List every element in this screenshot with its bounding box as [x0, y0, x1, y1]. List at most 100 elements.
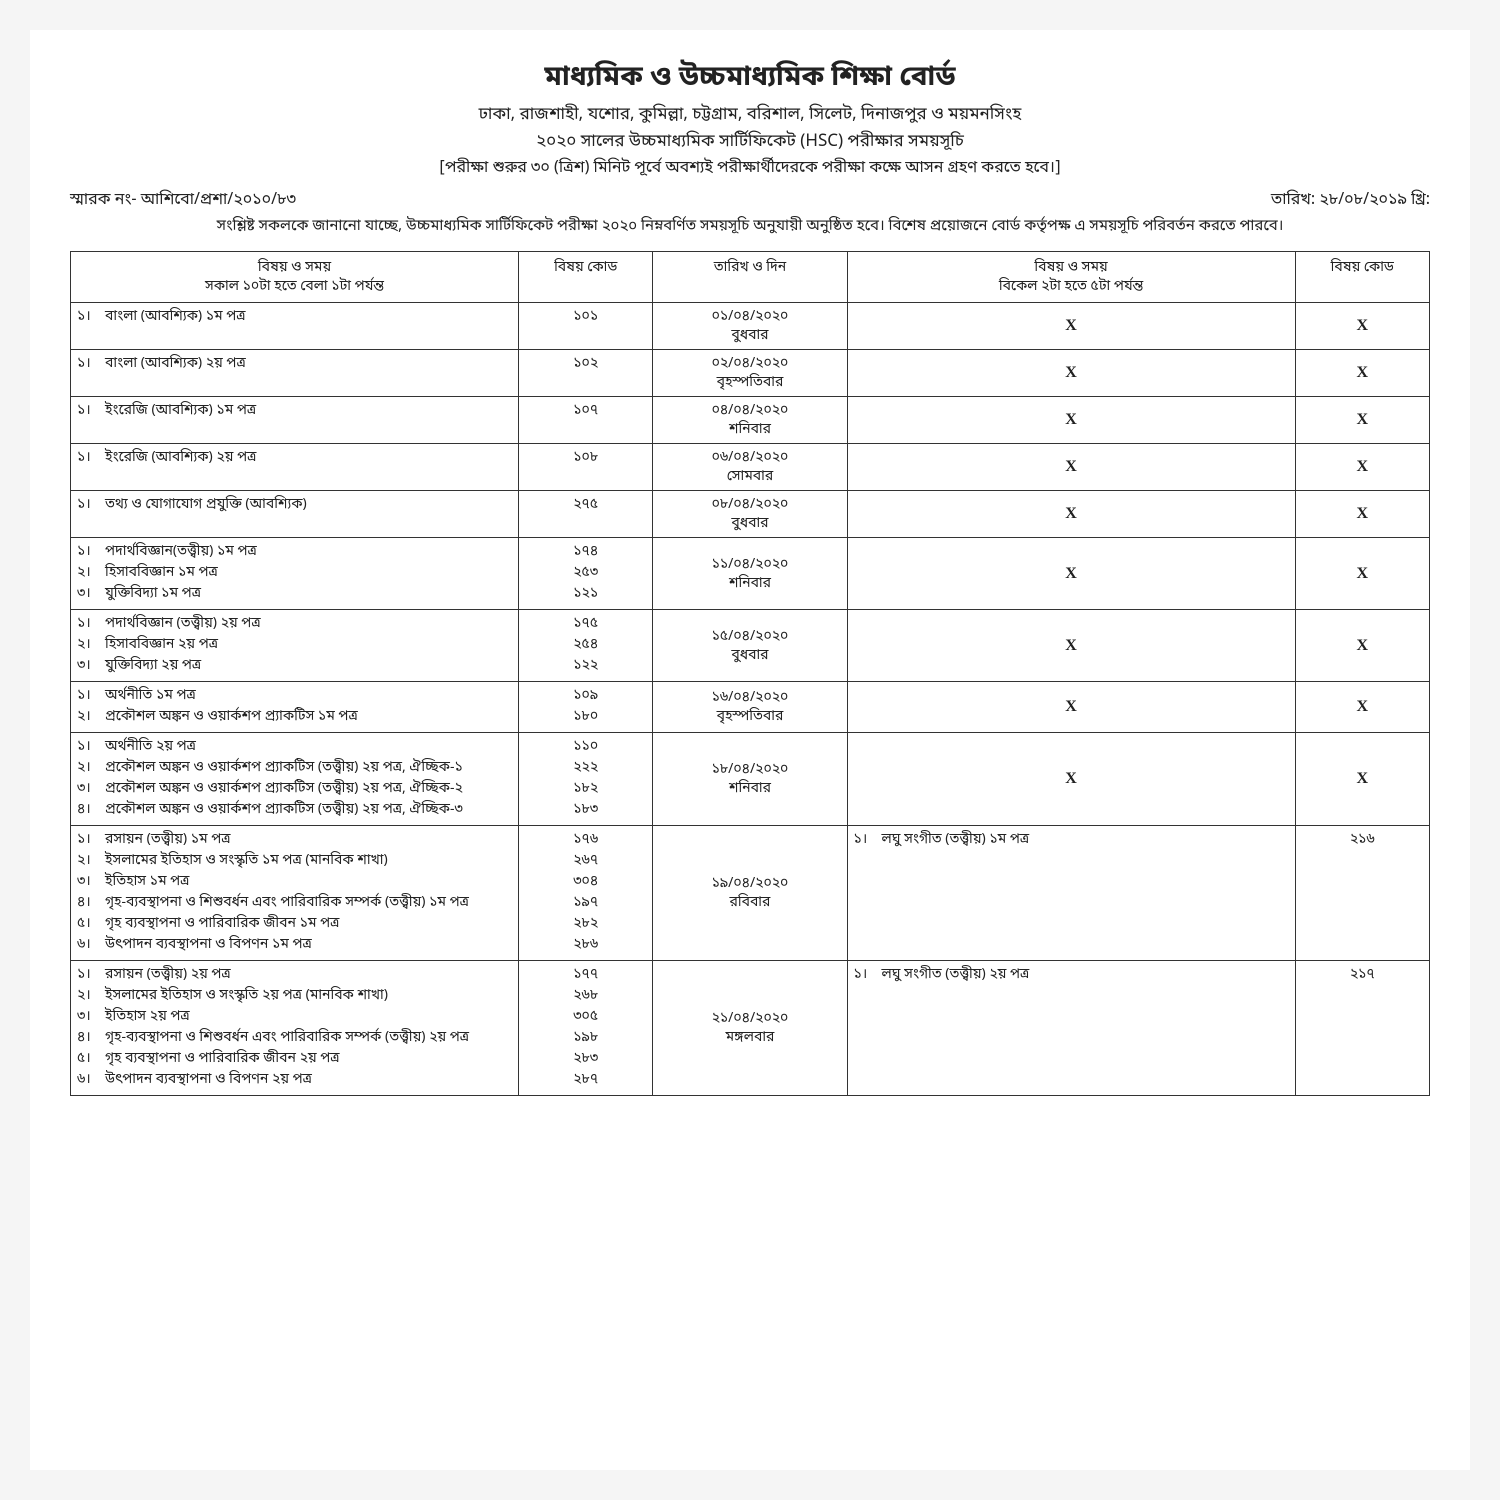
subject-item: ৫।গৃহ ব্যবস্থাপনা ও পারিবারিক জীবন ২য় প…: [77, 1049, 512, 1068]
subject-code: ১৮৩: [525, 800, 646, 819]
subject-item: ৫।গৃহ ব্যবস্থাপনা ও পারিবারিক জীবন ১ম পত…: [77, 914, 512, 933]
code-cell: ২৭৫: [519, 491, 653, 538]
afternoon-cell: X: [847, 350, 1295, 397]
serial: ১।: [77, 448, 105, 467]
subject-code: ১১০: [525, 737, 646, 756]
subject-name: প্রকৌশল অঙ্কন ও ওয়ার্কশপ প্র্যাকটিস (তত…: [105, 800, 463, 819]
subject-item: ৩।যুক্তিবিদ্যা ১ম পত্র: [77, 584, 512, 603]
serial: ১।: [77, 614, 105, 633]
serial: ৬।: [77, 935, 105, 954]
table-row: ১।পদার্থবিজ্ঞান(তত্ত্বীয়) ১ম পত্র২।হিসা…: [71, 538, 1430, 610]
schedule-table: বিষয় ও সময় সকাল ১০টা হতে বেলা ১টা পর্য…: [70, 251, 1430, 1096]
subject-item: ১।লঘু সংগীত (তত্ত্বীয়) ২য় পত্র: [854, 965, 1289, 984]
meta-row: স্মারক নং- আশিবো/প্রশা/২০১০/৮৩ তারিখ: ২৮…: [70, 189, 1430, 211]
subject-name: উৎপাদন ব্যবস্থাপনা ও বিপণন ১ম পত্র: [105, 935, 312, 954]
subject-name: গৃহ-ব্যবস্থাপনা ও শিশুবর্ধন এবং পারিবারি…: [105, 1028, 469, 1047]
subject-name: পদার্থবিজ্ঞান (তত্ত্বীয়) ২য় পত্র: [105, 614, 261, 633]
serial: ৪।: [77, 893, 105, 912]
subject-name: হিসাববিজ্ঞান ২য় পত্র: [105, 635, 218, 654]
table-row: ১।পদার্থবিজ্ঞান (তত্ত্বীয়) ২য় পত্র২।হি…: [71, 610, 1430, 682]
serial: ২।: [77, 635, 105, 654]
subject-item: ৪।গৃহ-ব্যবস্থাপনা ও শিশুবর্ধন এবং পারিবা…: [77, 893, 512, 912]
subject-code: ১৭৪: [525, 542, 646, 561]
subject-name: ইসলামের ইতিহাস ও সংস্কৃতি ১ম পত্র (মানবি…: [105, 851, 388, 870]
afternoon-cell: X: [847, 538, 1295, 610]
date-cell: ০৪/০৪/২০২০ শনিবার: [653, 397, 847, 444]
afternoon-cell: ১।লঘু সংগীত (তত্ত্বীয়) ২য় পত্র: [847, 961, 1295, 1096]
date-cell: ০৮/০৪/২০২০ বুধবার: [653, 491, 847, 538]
subject-item: ৩।ইতিহাস ২য় পত্র: [77, 1007, 512, 1026]
subject-item: ২।প্রকৌশল অঙ্কন ও ওয়ার্কশপ প্র্যাকটিস (…: [77, 758, 512, 777]
date-cell: ১৯/০৪/২০২০ রবিবার: [653, 826, 847, 961]
serial: ৫।: [77, 914, 105, 933]
serial: ৩।: [77, 584, 105, 603]
code-cell: ১০৯১৮০: [519, 682, 653, 733]
subject-code: ২২২: [525, 758, 646, 777]
subject-item: ১।তথ্য ও যোগাযোগ প্রযুক্তি (আবশ্যিক): [77, 495, 512, 514]
subject-code: ১২১: [525, 584, 646, 603]
subject-name: ইংরেজি (আবশ্যিক) ১ম পত্র: [105, 401, 256, 420]
issue-date: তারিখ: ২৮/০৮/২০১৯ খ্রি:: [1271, 189, 1430, 211]
serial: ২।: [77, 758, 105, 777]
table-row: ১।তথ্য ও যোগাযোগ প্রযুক্তি (আবশ্যিক) ২৭৫ ০…: [71, 491, 1430, 538]
code-cell: ১১০২২২১৮২১৮৩: [519, 733, 653, 826]
subject-name: রসায়ন (তত্ত্বীয়) ১ম পত্র: [105, 830, 231, 849]
subject-code: ২৭৫: [525, 495, 646, 514]
page: মাধ্যমিক ও উচ্চমাধ্যমিক শিক্ষা বোর্ড ঢাক…: [30, 30, 1470, 1470]
th-morning: বিষয় ও সময় সকাল ১০টা হতে বেলা ১টা পর্য…: [71, 252, 519, 303]
subject-name: ইংরেজি (আবশ্যিক) ২য় পত্র: [105, 448, 256, 467]
afternoon-cell: X: [847, 733, 1295, 826]
subject-name: ইতিহাস ২য় পত্র: [105, 1007, 190, 1026]
subject-code: ১৭৭: [525, 965, 646, 984]
subject-name: গৃহ ব্যবস্থাপনা ও পারিবারিক জীবন ২য় পত্…: [105, 1049, 340, 1068]
subject-name: পদার্থবিজ্ঞান(তত্ত্বীয়) ১ম পত্র: [105, 542, 257, 561]
subject-item: ২।ইসলামের ইতিহাস ও সংস্কৃতি ১ম পত্র (মান…: [77, 851, 512, 870]
morning-cell: ১।পদার্থবিজ্ঞান (তত্ত্বীয়) ২য় পত্র২।হি…: [71, 610, 519, 682]
subject-code: ২১৭: [1302, 965, 1423, 984]
date-cell: ০১/০৪/২০২০ বুধবার: [653, 303, 847, 350]
date-cell: ১৬/০৪/২০২০ বৃহস্পতিবার: [653, 682, 847, 733]
code2-cell: X: [1295, 682, 1429, 733]
afternoon-cell: X: [847, 682, 1295, 733]
subject-name: প্রকৌশল অঙ্কন ও ওয়ার্কশপ প্র্যাকটিস (তত…: [105, 758, 463, 777]
subject-code: ২৮২: [525, 914, 646, 933]
subject-name: প্রকৌশল অঙ্কন ও ওয়ার্কশপ প্র্যাকটিস (তত…: [105, 779, 463, 798]
subject-name: যুক্তিবিদ্যা ২য় পত্র: [105, 656, 201, 675]
subject-code: ১০৭: [525, 401, 646, 420]
schedule-body: ১।বাংলা (আবশ্যিক) ১ম পত্র১০১০১/০৪/২০২০ ব…: [71, 303, 1430, 1096]
subject-item: ১।অর্থনীতি ২য় পত্র: [77, 737, 512, 756]
subject-item: ৩।ইতিহাস ১ম পত্র: [77, 872, 512, 891]
serial: ১।: [77, 307, 105, 326]
table-row: ১।রসায়ন (তত্ত্বীয়) ২য় পত্র২।ইসলামের ই…: [71, 961, 1430, 1096]
memo-number: স্মারক নং- আশিবো/প্রশা/২০১০/৮৩: [70, 189, 296, 211]
subject-item: ১।রসায়ন (তত্ত্বীয়) ২য় পত্র: [77, 965, 512, 984]
date-cell: ১১/০৪/২০২০ শনিবার: [653, 538, 847, 610]
th-afternoon: বিষয় ও সময় বিকেল ২টা হতে ৫টা পর্যন্ত: [847, 252, 1295, 303]
subject-name: ইতিহাস ১ম পত্র: [105, 872, 189, 891]
subject-name: অর্থনীতি ১ম পত্র: [105, 686, 196, 705]
afternoon-cell: X: [847, 610, 1295, 682]
afternoon-cell: X: [847, 491, 1295, 538]
serial: ১।: [77, 495, 105, 514]
code2-cell: X: [1295, 538, 1429, 610]
th-code2: বিষয় কোড: [1295, 252, 1429, 303]
code2-cell: X: [1295, 733, 1429, 826]
subject-code: ২৬৭: [525, 851, 646, 870]
subject-item: ২।হিসাববিজ্ঞান ২য় পত্র: [77, 635, 512, 654]
date-cell: ১৮/০৪/২০২০ শনিবার: [653, 733, 847, 826]
subject-name: লঘু সংগীত (তত্ত্বীয়) ১ম পত্র: [882, 830, 1030, 849]
board-title: মাধ্যমিক ও উচ্চমাধ্যমিক শিক্ষা বোর্ড: [70, 60, 1430, 97]
afternoon-cell: X: [847, 444, 1295, 491]
subject-code: ১৭৬: [525, 830, 646, 849]
serial: ২।: [77, 851, 105, 870]
subject-code: ১০৮: [525, 448, 646, 467]
subject-name: গৃহ ব্যবস্থাপনা ও পারিবারিক জীবন ১ম পত্র: [105, 914, 339, 933]
subject-name: বাংলা (আবশ্যিক) ১ম পত্র: [105, 307, 246, 326]
code2-cell: X: [1295, 350, 1429, 397]
afternoon-cell: X: [847, 303, 1295, 350]
morning-cell: ১।বাংলা (আবশ্যিক) ২য় পত্র: [71, 350, 519, 397]
date-cell: ০৬/০৪/২০২০ সোমবার: [653, 444, 847, 491]
serial: ২।: [77, 563, 105, 582]
subject-code: ২৮৬: [525, 935, 646, 954]
table-row: ১।বাংলা (আবশ্যিক) ২য় পত্র১০২০২/০৪/২০২০ …: [71, 350, 1430, 397]
